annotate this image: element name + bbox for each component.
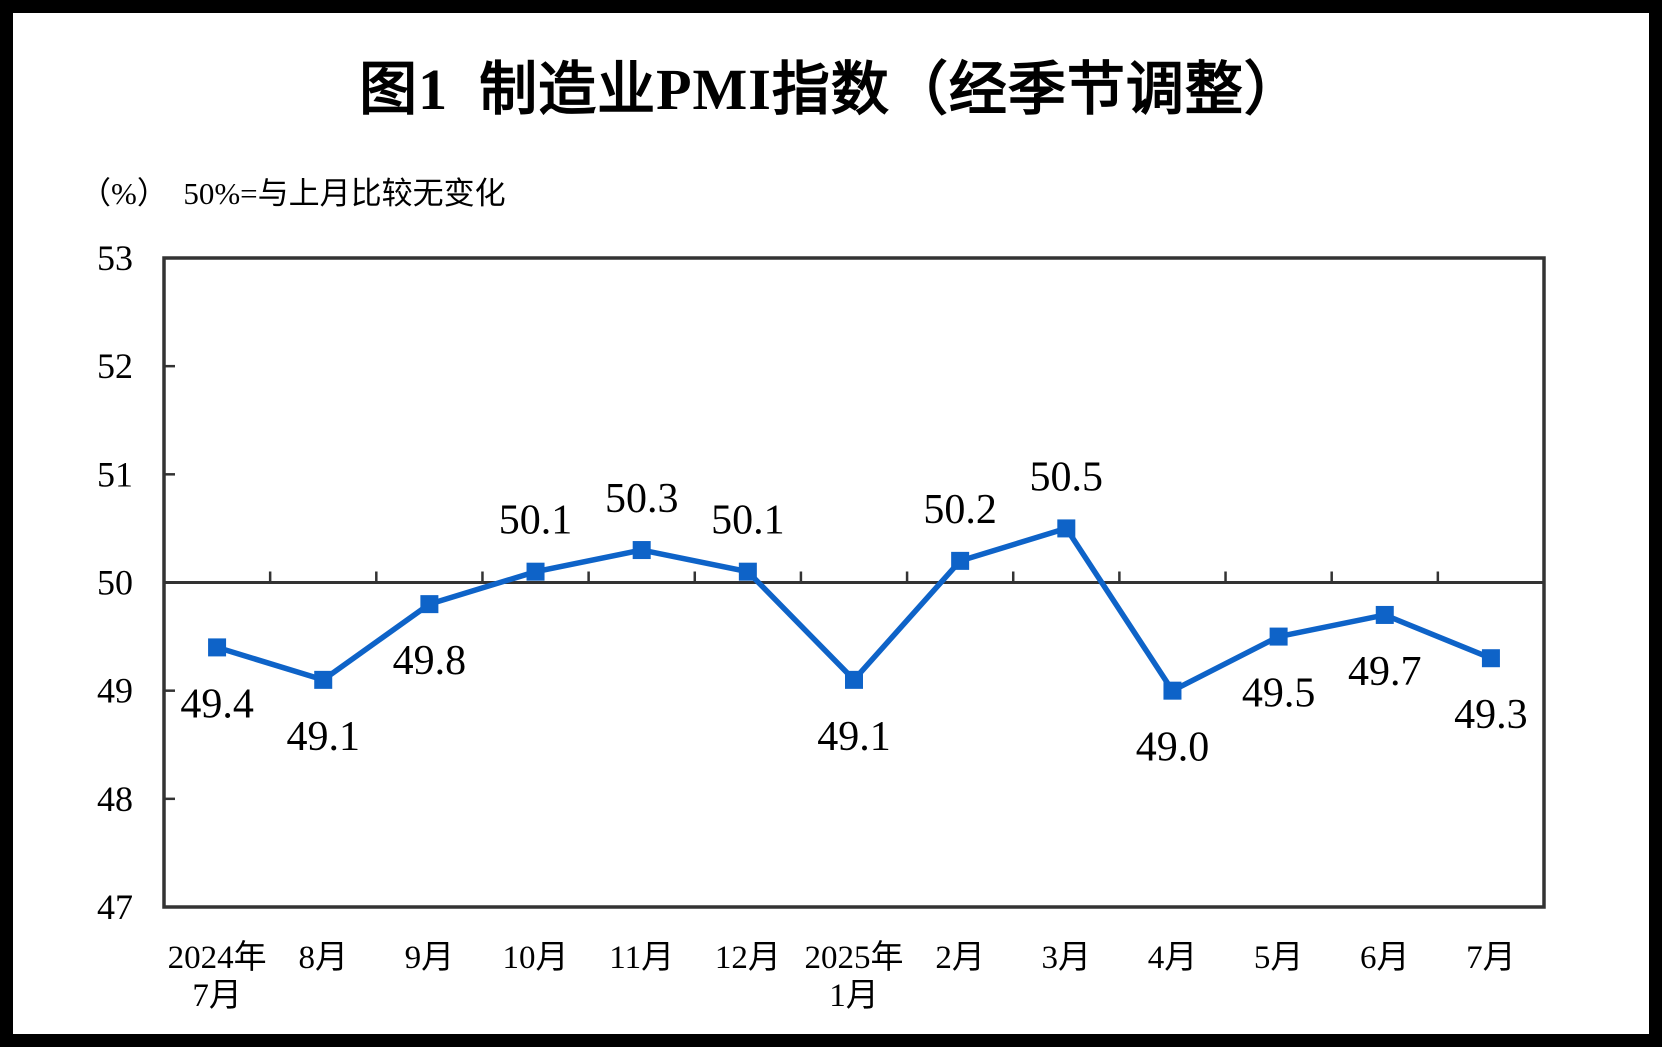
data-label: 49.7 bbox=[1348, 649, 1422, 695]
data-point-marker bbox=[1375, 605, 1394, 624]
x-axis-category-label: 11月 bbox=[609, 940, 674, 976]
data-point-marker bbox=[314, 670, 333, 689]
data-point-marker bbox=[208, 638, 227, 657]
data-label: 49.4 bbox=[180, 681, 254, 727]
chart-title: 图1 制造业PMI指数（经季节调整） bbox=[359, 57, 1303, 122]
data-point-marker bbox=[738, 562, 757, 581]
x-axis-category-label: 8月 bbox=[298, 940, 348, 976]
data-label: 50.1 bbox=[499, 498, 573, 544]
x-axis-category-label: 4月 bbox=[1148, 940, 1198, 976]
x-axis-category-label: 10月 bbox=[503, 940, 569, 976]
x-axis-category-label: 2025年 bbox=[805, 939, 904, 976]
x-axis-category-label: 2月 bbox=[935, 940, 985, 976]
y-axis-tick-label: 52 bbox=[97, 346, 133, 386]
y-axis-tick-label: 47 bbox=[97, 887, 133, 927]
data-label: 49.1 bbox=[286, 714, 360, 760]
data-label: 50.3 bbox=[605, 476, 679, 522]
x-axis-category-label: 2024年 bbox=[168, 939, 267, 976]
data-point-marker bbox=[1163, 681, 1182, 700]
x-axis-category-label: 3月 bbox=[1042, 940, 1092, 976]
data-point-marker bbox=[1481, 649, 1500, 668]
x-axis-category-label: 7月 bbox=[192, 978, 242, 1014]
y-axis-tick-label: 51 bbox=[97, 454, 133, 494]
data-label: 50.5 bbox=[1030, 454, 1104, 500]
data-label: 49.3 bbox=[1454, 692, 1528, 738]
data-point-marker bbox=[420, 595, 439, 614]
y-axis-tick-label: 53 bbox=[97, 238, 133, 278]
data-point-marker bbox=[845, 670, 863, 689]
data-label: 50.1 bbox=[711, 498, 785, 544]
data-label: 49.8 bbox=[393, 638, 467, 684]
x-axis-category-label: 1月 bbox=[829, 978, 879, 1014]
x-axis-category-label: 7月 bbox=[1466, 940, 1516, 976]
data-point-marker bbox=[1057, 519, 1076, 538]
plot-frame bbox=[162, 256, 1546, 909]
data-point-marker bbox=[1269, 627, 1288, 646]
data-label: 50.2 bbox=[923, 487, 997, 533]
axis-unit-note: （%） 50%=与上月比较无变化 bbox=[80, 176, 506, 211]
data-point-marker bbox=[632, 541, 651, 560]
data-label: 49.1 bbox=[817, 714, 891, 760]
data-label: 49.0 bbox=[1136, 725, 1210, 771]
x-axis-category-label: 6月 bbox=[1360, 940, 1410, 976]
data-label: 49.5 bbox=[1242, 671, 1316, 717]
x-axis-category-label: 9月 bbox=[405, 940, 455, 976]
y-axis-tick-label: 49 bbox=[97, 671, 133, 711]
y-axis-tick-label: 48 bbox=[97, 779, 133, 819]
x-axis-category-label: 12月 bbox=[715, 940, 781, 976]
x-axis-category-label: 5月 bbox=[1254, 940, 1304, 976]
data-point-marker bbox=[526, 562, 545, 581]
y-axis-tick-label: 50 bbox=[97, 563, 133, 603]
data-point-marker bbox=[951, 551, 970, 570]
